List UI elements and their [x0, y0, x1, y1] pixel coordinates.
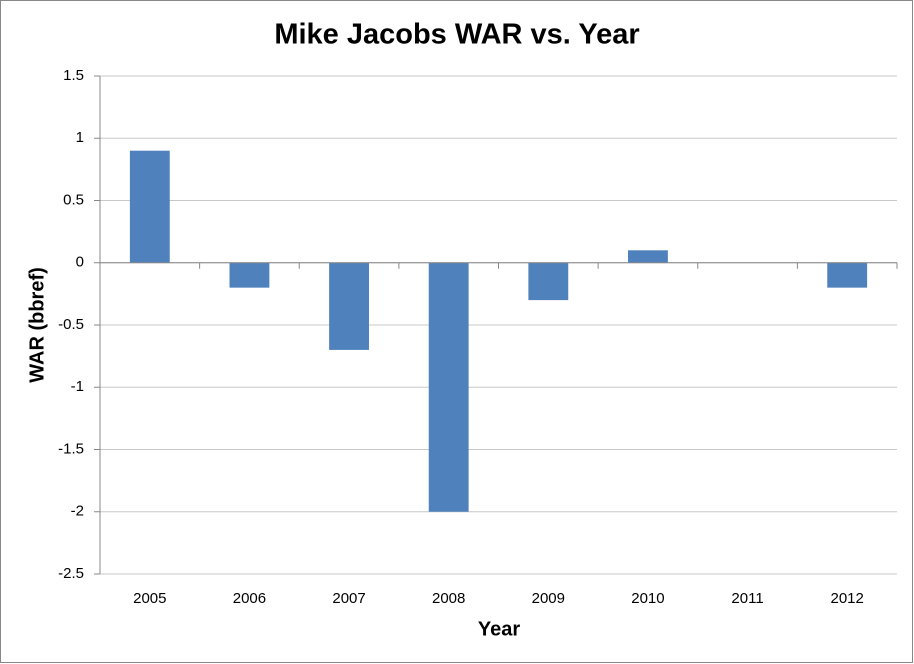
x-tick-label: 2005 [133, 590, 166, 607]
bar [329, 262, 369, 350]
y-tick-label: -2.5 [58, 565, 84, 582]
chart-title: Mike Jacobs WAR vs. Year [274, 19, 639, 51]
bar [628, 250, 668, 263]
bar [528, 262, 569, 301]
y-tick-label: -1 [71, 378, 84, 395]
bar [129, 150, 170, 263]
x-tick-label: 2008 [432, 590, 465, 607]
x-tick-label: 2009 [532, 590, 565, 607]
y-tick-label: -1.5 [58, 440, 84, 457]
y-tick-label: 0 [76, 254, 84, 271]
y-tick-label: -2 [71, 503, 84, 520]
y-axis-title: WAR (bbref) [26, 267, 48, 383]
bar [827, 262, 868, 288]
y-tick-label: 1.5 [63, 67, 84, 84]
y-tick-label: -0.5 [58, 316, 84, 333]
y-tick-label: 0.5 [63, 191, 84, 208]
x-tick-label: 2011 [731, 590, 763, 607]
x-tick-label: 2010 [631, 590, 664, 607]
x-tick-label: 2012 [831, 590, 864, 607]
y-tick-label: 1 [76, 129, 84, 146]
bar [428, 262, 469, 512]
x-axis-title: Year [478, 618, 520, 640]
x-tick-label: 2007 [332, 590, 365, 607]
bar [229, 262, 270, 288]
x-tick-label: 2006 [233, 590, 266, 607]
